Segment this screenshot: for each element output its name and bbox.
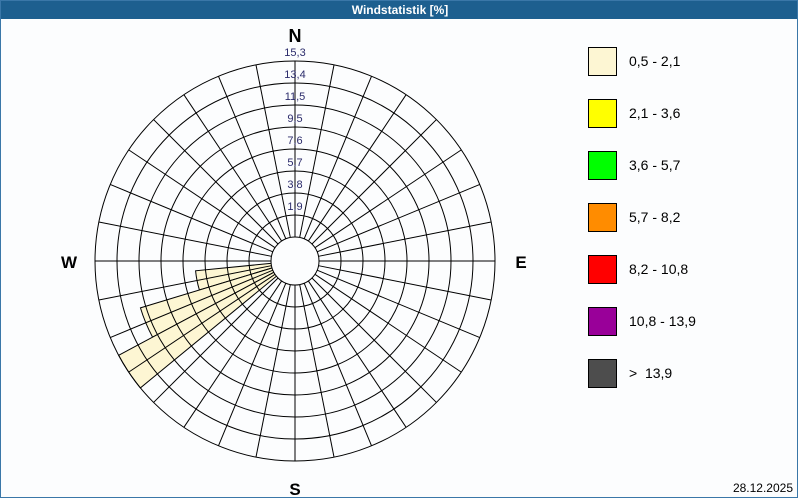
svg-text:13,4: 13,4 <box>284 69 305 81</box>
svg-text:11,5: 11,5 <box>285 91 306 103</box>
svg-text:N: N <box>289 26 302 46</box>
svg-text:15,3: 15,3 <box>284 47 305 59</box>
svg-text:7,6: 7,6 <box>287 135 302 147</box>
svg-text:1,9: 1,9 <box>287 201 302 213</box>
svg-text:W: W <box>61 253 78 272</box>
svg-text:5,7: 5,7 <box>287 157 302 169</box>
svg-text:9,5: 9,5 <box>287 113 302 125</box>
svg-text:S: S <box>289 480 300 498</box>
svg-text:3,8: 3,8 <box>287 179 302 191</box>
svg-text:E: E <box>515 253 526 272</box>
